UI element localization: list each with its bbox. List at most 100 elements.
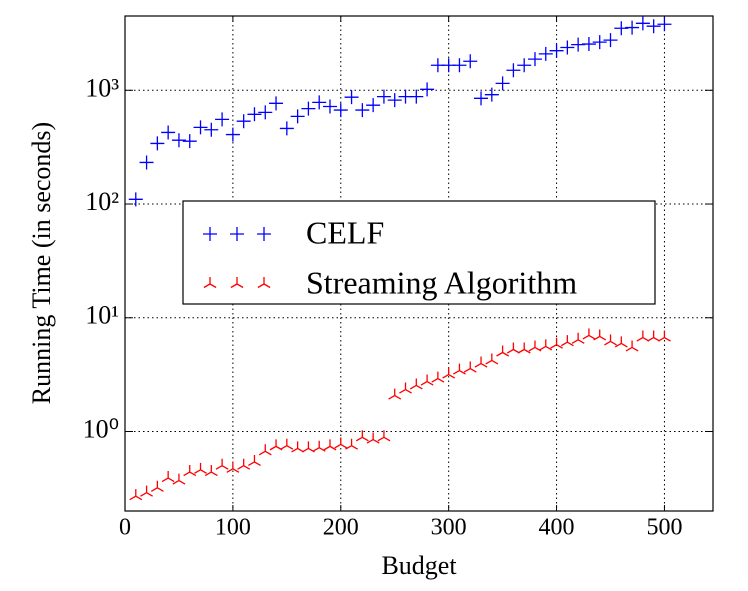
data-point [560, 335, 574, 347]
legend-marker [230, 277, 244, 289]
y-tick-label: 10¹ [85, 301, 119, 330]
data-point [495, 76, 510, 91]
data-point [646, 19, 661, 34]
data-point [582, 328, 596, 340]
data-point [431, 371, 445, 383]
legend-marker [230, 227, 244, 241]
data-point [290, 109, 305, 124]
data-point [625, 20, 640, 35]
data-point [355, 430, 369, 442]
data-point [604, 334, 617, 346]
data-point [517, 342, 531, 354]
data-point [657, 17, 672, 32]
data-point [139, 155, 154, 170]
data-point [322, 99, 337, 114]
data-point [603, 33, 618, 48]
plot-frame [124, 15, 714, 512]
data-point [248, 454, 261, 467]
data-point [658, 330, 671, 342]
data-point [366, 432, 380, 444]
data-point [527, 52, 542, 67]
legend-label: CELF [306, 214, 384, 250]
data-point [647, 330, 661, 342]
data-point [549, 43, 564, 58]
data-point [388, 388, 402, 400]
data-point [279, 121, 294, 136]
data-point [528, 340, 542, 352]
data-point [625, 340, 639, 352]
data-point [506, 63, 521, 78]
x-tick-label: 200 [323, 515, 359, 541]
data-point [345, 438, 358, 450]
data-point [258, 105, 273, 120]
data-point [182, 134, 197, 149]
data-point [550, 337, 563, 349]
data-point [581, 37, 596, 52]
data-point [172, 473, 186, 485]
data-point [560, 40, 575, 55]
data-point [161, 471, 175, 483]
data-point [301, 101, 316, 116]
y-axis-label: Running Time (in seconds) [27, 122, 56, 404]
data-point [571, 332, 585, 344]
data-point [301, 441, 315, 453]
data-point [409, 89, 424, 104]
data-point [323, 439, 337, 451]
legend-marker [203, 227, 217, 241]
data-point [204, 465, 218, 477]
data-point [496, 345, 510, 357]
data-point [614, 21, 629, 36]
data-point [225, 127, 240, 142]
legend-marker [257, 227, 271, 241]
data-point [420, 374, 434, 386]
data-point [636, 330, 650, 342]
data-point [204, 122, 219, 137]
data-point [128, 192, 143, 207]
data-point [463, 54, 478, 69]
x-tick-label: 400 [539, 515, 575, 541]
data-point [247, 107, 262, 122]
data-point [593, 329, 607, 341]
data-point [269, 439, 283, 451]
legend-box [182, 200, 656, 305]
data-point [312, 440, 326, 452]
y-tick-label: 10³ [85, 73, 119, 102]
data-point [334, 437, 348, 449]
data-point [215, 458, 229, 470]
data-point [592, 35, 607, 50]
legend-marker [257, 277, 271, 289]
data-point [237, 458, 251, 470]
x-tick-label: 100 [215, 515, 251, 541]
data-point [409, 378, 423, 390]
data-point [280, 438, 294, 450]
data-point [635, 16, 650, 31]
data-point [387, 93, 402, 108]
x-tick-label: 0 [119, 515, 131, 541]
data-point [258, 444, 272, 456]
data-point [150, 480, 164, 492]
data-point [161, 125, 176, 140]
data-point [193, 120, 208, 135]
data-point [312, 95, 327, 110]
data-point [344, 90, 359, 105]
data-point [442, 367, 456, 379]
data-point [183, 465, 197, 477]
data-point [377, 430, 391, 442]
y-tick-label: 10⁰ [83, 414, 119, 443]
data-point [140, 485, 153, 497]
data-point [463, 361, 477, 373]
data-point [236, 114, 251, 129]
data-point [538, 46, 553, 61]
legend-label: Streaming Algorithm [306, 264, 577, 300]
data-point [485, 353, 499, 365]
legend-marker [203, 277, 217, 289]
data-point [614, 336, 628, 348]
y-tick-label: 10² [85, 187, 119, 216]
data-point [269, 96, 284, 111]
data-point [452, 58, 467, 73]
data-point [474, 356, 488, 368]
data-point [355, 103, 370, 118]
data-point [539, 339, 553, 351]
data-point [129, 489, 143, 501]
data-point [376, 89, 391, 104]
